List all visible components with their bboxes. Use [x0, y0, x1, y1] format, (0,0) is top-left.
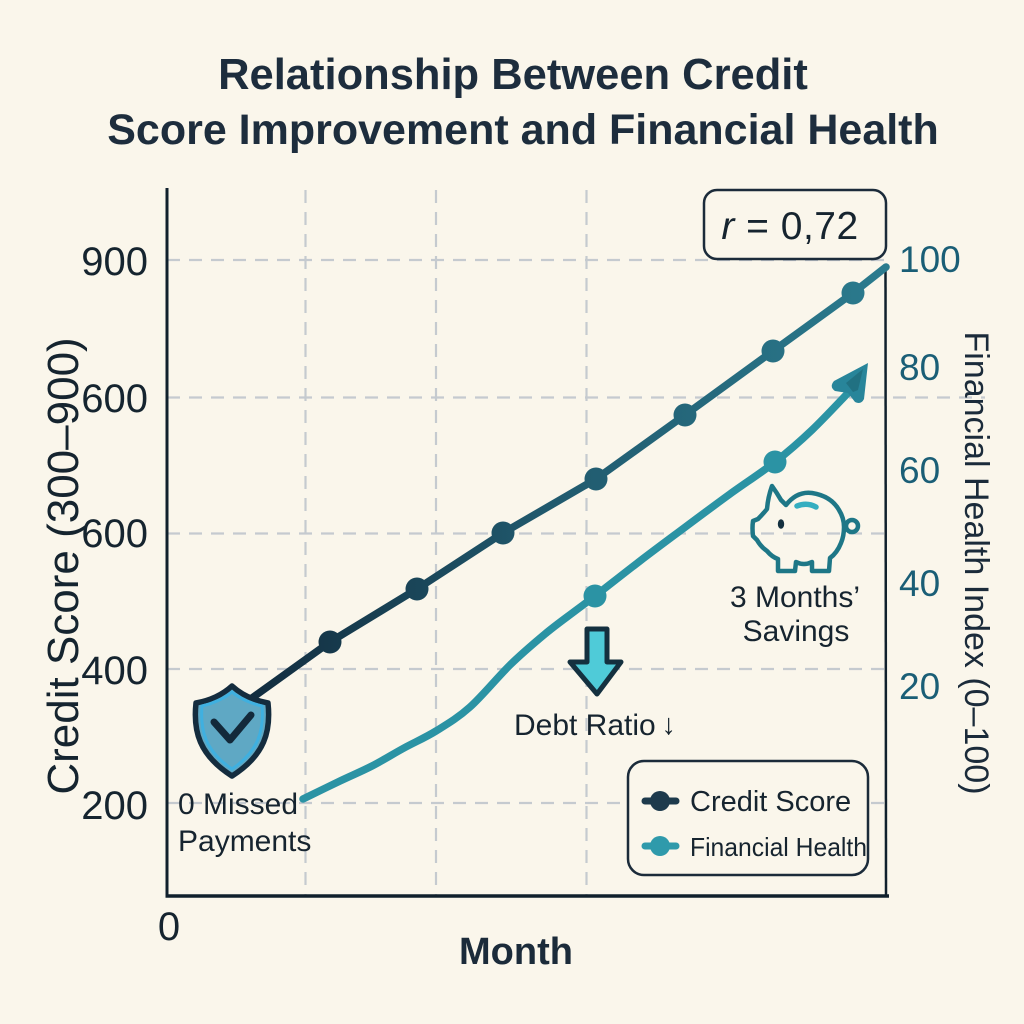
- svg-text:100: 100: [899, 239, 961, 280]
- svg-text:60: 60: [899, 450, 940, 491]
- svg-text:40: 40: [899, 563, 940, 604]
- svg-text:Credit Score: Credit Score: [690, 786, 851, 818]
- svg-text:Relationship Between Credit: Relationship Between Credit: [218, 51, 808, 99]
- svg-text:0: 0: [158, 905, 180, 949]
- svg-text:Credit Score (300–900): Credit Score (300–900): [39, 337, 88, 794]
- svg-text:80: 80: [899, 347, 940, 388]
- svg-text:400: 400: [81, 649, 148, 693]
- svg-text:Score Improvement and Financia: Score Improvement and Financial Health: [107, 106, 939, 154]
- svg-text:Financial Health Index (0–100): Financial Health Index (0–100): [957, 331, 995, 794]
- svg-text:Financial Health: Financial Health: [690, 832, 867, 862]
- svg-text:Month: Month: [459, 931, 573, 973]
- svg-text:Savings: Savings: [743, 615, 850, 648]
- svg-text:0 Missed: 0 Missed: [178, 788, 298, 821]
- svg-text:20: 20: [899, 666, 940, 707]
- svg-text:Payments: Payments: [178, 825, 311, 858]
- svg-text:600: 600: [81, 377, 148, 421]
- svg-text:600: 600: [81, 512, 148, 556]
- svg-text:r = 0,72: r = 0,72: [721, 205, 858, 248]
- svg-text:Debt Ratio ↓: Debt Ratio ↓: [514, 709, 676, 742]
- svg-text:3 Months’: 3 Months’: [730, 581, 860, 614]
- svg-text:200: 200: [81, 784, 148, 828]
- svg-text:900: 900: [81, 240, 148, 284]
